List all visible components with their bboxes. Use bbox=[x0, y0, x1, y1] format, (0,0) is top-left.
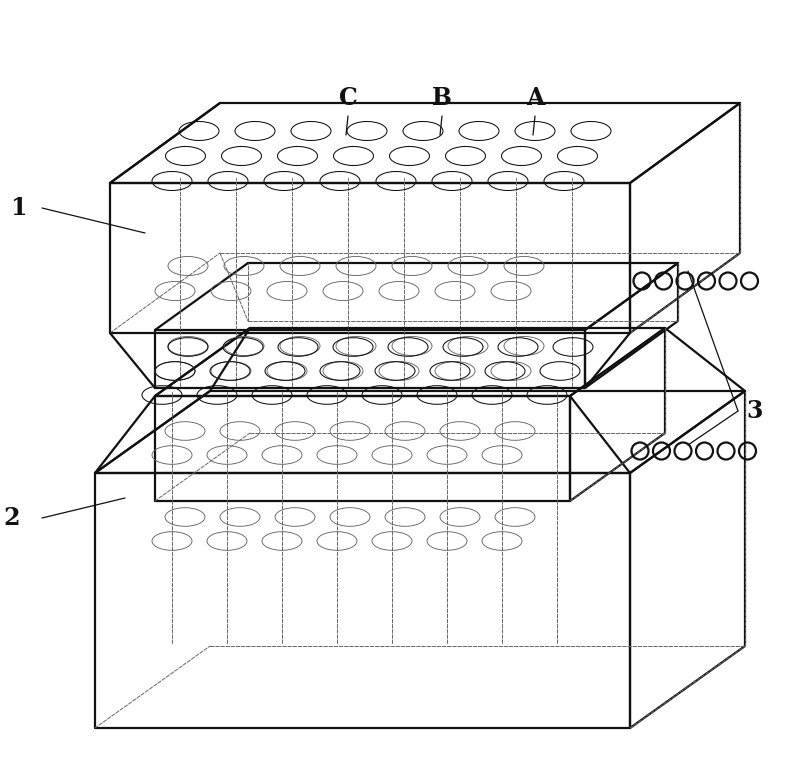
Text: 3: 3 bbox=[747, 399, 763, 423]
Text: 1: 1 bbox=[10, 196, 26, 220]
Text: 2: 2 bbox=[4, 506, 20, 530]
Text: C: C bbox=[338, 86, 358, 110]
Text: A: A bbox=[526, 86, 544, 110]
Text: B: B bbox=[432, 86, 452, 110]
